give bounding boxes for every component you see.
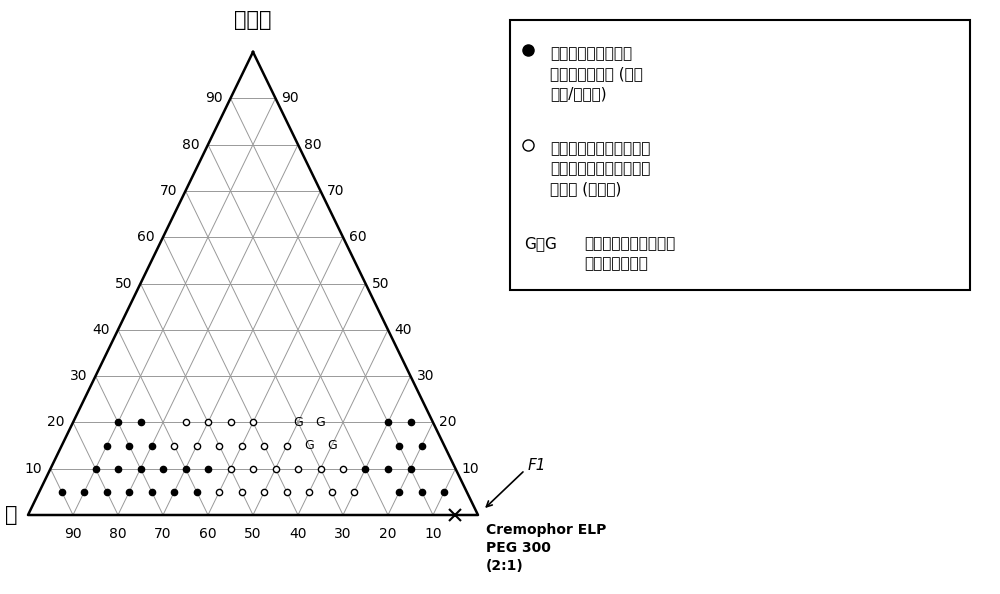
Text: 50: 50 [372,276,389,290]
Bar [510,20,970,290]
Text: PEG 300: PEG 300 [486,541,551,555]
Text: 10: 10 [25,462,42,476]
Text: 呈现均匀和透明 (纳米: 呈现均匀和透明 (纳米 [550,66,643,81]
Text: 乳液/微乳液): 乳液/微乳液) [550,86,607,101]
Text: 检测的混合物宏观上: 检测的混合物宏观上 [550,46,632,61]
Text: 20: 20 [379,527,397,541]
Text: 60: 60 [199,527,217,541]
Text: (2:1): (2:1) [486,559,524,573]
Text: 30: 30 [70,369,88,383]
Text: 90: 90 [205,91,223,105]
Text: 80: 80 [304,138,322,151]
Text: 粘度非常高、不流动和: 粘度非常高、不流动和 [584,236,675,251]
Text: 10: 10 [424,527,442,541]
Text: 30: 30 [416,369,434,383]
Text: 70: 70 [160,184,178,198]
Text: 80: 80 [109,527,127,541]
Text: 40: 40 [92,323,110,337]
Text: G: G [293,416,303,429]
Text: 70: 70 [326,184,344,198]
Text: 60: 60 [349,230,367,244]
Text: 50: 50 [115,276,132,290]
Text: 90: 90 [282,91,299,105]
Text: 凝胶状的混合物: 凝胶状的混合物 [584,256,648,271]
Text: 70: 70 [154,527,172,541]
Text: G: G [304,439,314,452]
Text: 90: 90 [64,527,82,541]
Text: 离的相 (粗乳液): 离的相 (粗乳液) [550,181,621,196]
Text: 检测的混合物宏观上呈现: 检测的混合物宏观上呈现 [550,141,650,156]
Text: 30: 30 [334,527,352,541]
Text: 蓖麻油: 蓖麻油 [234,10,272,30]
Text: 80: 80 [182,138,200,151]
Text: 10: 10 [462,462,479,476]
Text: 60: 60 [137,230,155,244]
Text: F1: F1 [528,457,546,472]
Text: 20: 20 [439,415,457,429]
Text: 水: 水 [6,505,18,525]
Text: G: G [327,439,337,452]
Text: 40: 40 [289,527,307,541]
Text: Cremophor ELP: Cremophor ELP [486,523,606,537]
Text: G: G [316,416,325,429]
Text: 40: 40 [394,323,412,337]
Text: 20: 20 [48,415,65,429]
Text: 为混浊、浑浊、模糊或分: 为混浊、浑浊、模糊或分 [550,161,650,176]
Text: G或G: G或G [524,236,557,251]
Text: 50: 50 [244,527,262,541]
